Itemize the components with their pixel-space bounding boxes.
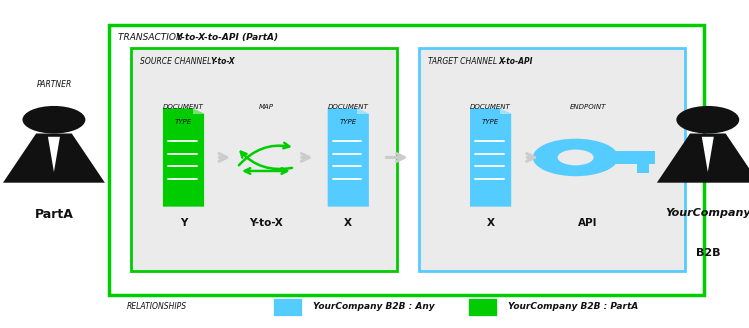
Text: Y-to-X-to-API (PartA): Y-to-X-to-API (PartA) — [176, 33, 278, 42]
Circle shape — [533, 139, 619, 176]
Text: API: API — [578, 218, 598, 228]
Text: TYPE: TYPE — [340, 119, 357, 125]
FancyBboxPatch shape — [643, 163, 649, 173]
Polygon shape — [657, 133, 749, 183]
Text: DOCUMENT: DOCUMENT — [328, 104, 369, 110]
Text: MAP: MAP — [258, 104, 273, 110]
Text: Y-to-X: Y-to-X — [210, 57, 235, 66]
Text: YourCompany B2B : Any: YourCompany B2B : Any — [313, 302, 434, 311]
Text: TRANSACTION: TRANSACTION — [118, 33, 185, 42]
Polygon shape — [163, 108, 204, 207]
Text: X: X — [345, 218, 352, 228]
Polygon shape — [500, 108, 511, 114]
FancyBboxPatch shape — [419, 48, 685, 271]
Polygon shape — [3, 133, 105, 183]
FancyBboxPatch shape — [637, 163, 643, 173]
Polygon shape — [702, 137, 714, 172]
Text: YourCompany: YourCompany — [665, 208, 749, 218]
FancyBboxPatch shape — [273, 298, 302, 316]
Polygon shape — [192, 108, 204, 114]
Text: TARGET CHANNEL: TARGET CHANNEL — [428, 57, 500, 66]
FancyBboxPatch shape — [131, 48, 397, 271]
Polygon shape — [48, 137, 60, 172]
Text: PartA: PartA — [34, 208, 73, 221]
Text: Y-to-X: Y-to-X — [249, 218, 283, 228]
Text: RELATIONSHIPS: RELATIONSHIPS — [127, 302, 187, 311]
Text: X-to-API: X-to-API — [499, 57, 533, 66]
Text: X: X — [487, 218, 494, 228]
FancyBboxPatch shape — [109, 25, 704, 295]
Circle shape — [557, 150, 594, 165]
Text: Y: Y — [180, 218, 187, 228]
Text: SOURCE CHANNEL: SOURCE CHANNEL — [140, 57, 213, 66]
Polygon shape — [328, 108, 369, 207]
FancyBboxPatch shape — [468, 298, 497, 316]
Circle shape — [676, 106, 739, 133]
Text: B2B: B2B — [696, 248, 720, 257]
Text: TYPE: TYPE — [482, 119, 499, 125]
Text: YourCompany B2B : PartA: YourCompany B2B : PartA — [508, 302, 638, 311]
Text: DOCUMENT: DOCUMENT — [163, 104, 204, 110]
FancyBboxPatch shape — [612, 151, 655, 164]
Text: TYPE: TYPE — [175, 119, 192, 125]
Text: PARTNER: PARTNER — [36, 80, 72, 89]
Polygon shape — [357, 108, 369, 114]
Text: ENDPOINT: ENDPOINT — [570, 104, 606, 110]
Polygon shape — [470, 108, 511, 207]
Text: DOCUMENT: DOCUMENT — [470, 104, 511, 110]
Circle shape — [22, 106, 85, 133]
